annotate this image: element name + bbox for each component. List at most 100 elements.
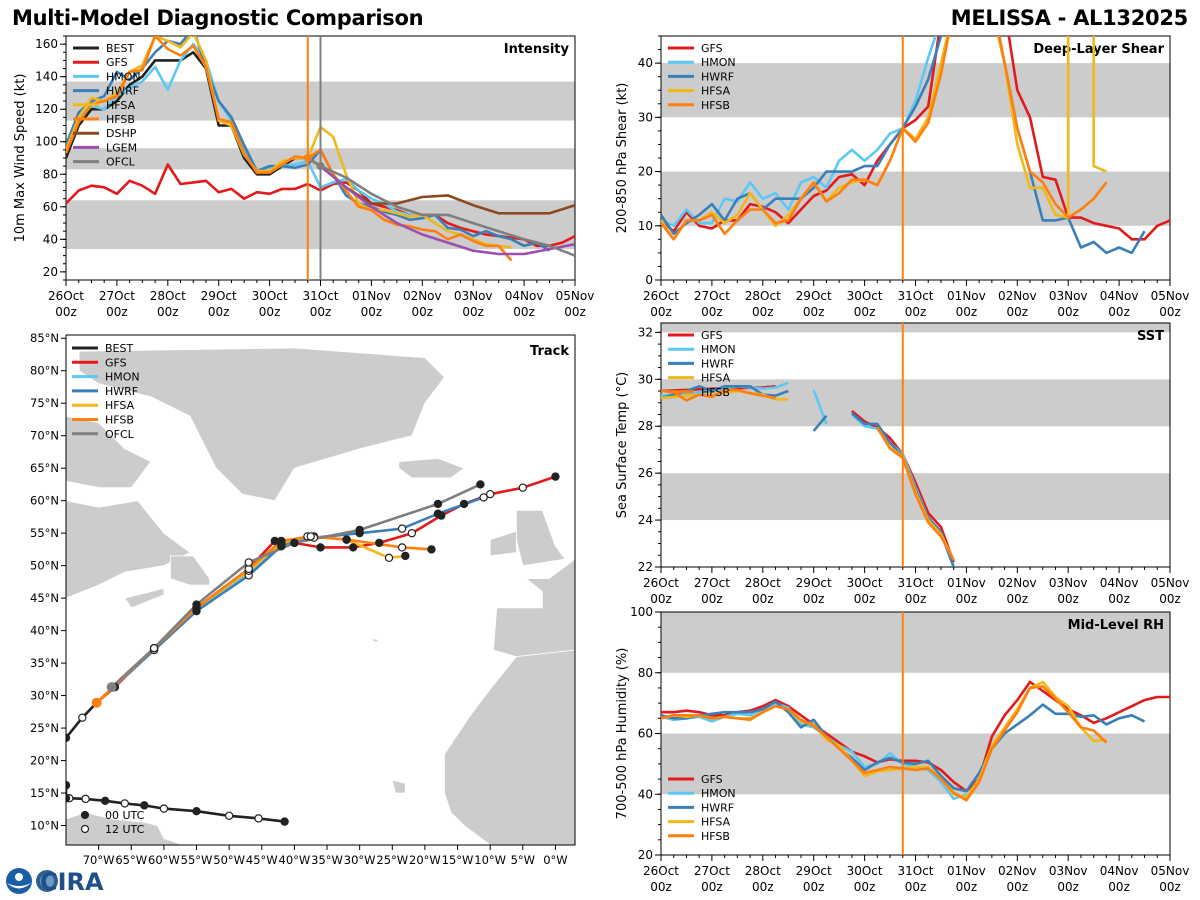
land-mass xyxy=(398,457,465,479)
y-tick-label: 70°N xyxy=(30,429,59,443)
x-tick-label: 00z xyxy=(1057,880,1079,894)
track-point-00utc xyxy=(459,499,469,509)
track-point-12utc xyxy=(306,532,315,541)
track-point-00utc xyxy=(551,472,560,481)
x-tick-label: 00z xyxy=(905,592,927,606)
cira-wordmark: CIRA xyxy=(40,868,104,896)
track-point-00utc xyxy=(100,796,110,806)
threshold-band xyxy=(661,323,1170,333)
y-tick-label: 40 xyxy=(638,56,653,70)
y-tick-label: 22 xyxy=(638,560,653,574)
series-group xyxy=(661,680,1170,802)
x-tick-label: 04Nov xyxy=(1100,289,1139,303)
init-position-marker xyxy=(91,697,102,708)
legend-label: OFCL xyxy=(106,156,136,169)
legend-label: HWRF xyxy=(106,85,139,98)
y-tick-label: 40°N xyxy=(30,624,59,638)
x-tick-label: 04Nov xyxy=(505,289,544,303)
x-tick-label: 00z xyxy=(208,305,230,319)
track-line-ofcl xyxy=(110,483,481,689)
x-tick-label: 00z xyxy=(650,305,672,319)
x-tick-label: 00z xyxy=(1007,305,1029,319)
x-tick-label: 00z xyxy=(650,592,672,606)
y-tick-label: 26 xyxy=(638,466,653,480)
x-tick-label: 04Nov xyxy=(1100,864,1139,878)
x-tick-label: 00z xyxy=(854,880,876,894)
track-point-00utc xyxy=(316,543,325,552)
track-point-00utc xyxy=(476,480,485,489)
x-tick-label: 00z xyxy=(752,880,774,894)
x-tick-label: 29Oct xyxy=(796,864,832,878)
land-mass xyxy=(369,638,381,643)
y-tick-label: 30 xyxy=(638,110,653,124)
legend-label: LGEM xyxy=(106,141,137,154)
track-point-00utc xyxy=(433,499,443,509)
track-point-12utc xyxy=(120,799,129,808)
land-mass xyxy=(66,812,184,845)
marker-legend-solid xyxy=(80,810,90,820)
x-tick-label: 30Oct xyxy=(847,864,883,878)
x-tick-label: 00z xyxy=(564,305,586,319)
track-point-00utc xyxy=(401,551,410,561)
x-tick-label: 00z xyxy=(1159,880,1181,894)
x-tick-label: 70°W xyxy=(83,853,115,867)
series-line-hfsb xyxy=(66,36,513,262)
x-tick-label: 28Oct xyxy=(745,576,781,590)
x-tick-label: 00z xyxy=(1057,305,1079,319)
y-tick-label: 40 xyxy=(638,787,653,801)
panel-title: Mid-Level RH xyxy=(1068,618,1164,633)
y-axis-label: Sea Surface Temp (°C) xyxy=(615,372,630,519)
marker-legend-label: 12 UTC xyxy=(105,823,145,836)
series-line-lgem xyxy=(319,165,575,256)
threshold-band xyxy=(661,612,1170,673)
track-point-12utc xyxy=(384,553,394,563)
x-tick-label: 00z xyxy=(854,592,876,606)
x-tick-label: 00z xyxy=(1108,305,1130,319)
y-axis-label: 10m Max Wind Speed (kt) xyxy=(13,74,28,243)
x-tick-label: 00z xyxy=(1159,305,1181,319)
x-tick-label: 02Nov xyxy=(998,576,1037,590)
x-tick-label: 00z xyxy=(513,305,535,319)
x-tick-label: 60°W xyxy=(148,853,180,867)
series-line-hfsb xyxy=(876,426,955,561)
y-tick-label: 60 xyxy=(638,727,653,741)
marker-legend-label: 00 UTC xyxy=(105,809,145,822)
x-tick-label: 05Nov xyxy=(1151,864,1190,878)
land-mass xyxy=(492,487,575,658)
x-tick-label: 05Nov xyxy=(1151,289,1190,303)
y-tick-label: 20 xyxy=(43,265,58,279)
y-tick-label: 20°N xyxy=(30,754,59,768)
x-tick-label: 28Oct xyxy=(150,289,186,303)
cira-logo: CIRA xyxy=(4,866,114,896)
x-tick-label: 00z xyxy=(854,305,876,319)
x-tick-label: 00z xyxy=(361,305,383,319)
legend-label: HFSA xyxy=(701,372,731,385)
land-mass xyxy=(124,587,165,609)
x-tick-label: 31Oct xyxy=(302,289,338,303)
track-point-00utc xyxy=(192,807,201,816)
y-tick-label: 32 xyxy=(638,325,653,339)
y-tick-label: 60°N xyxy=(30,494,59,508)
x-tick-label: 00z xyxy=(956,880,978,894)
track-point-00utc xyxy=(192,600,201,609)
legend-label: HWRF xyxy=(701,801,734,814)
series-group xyxy=(661,36,1170,255)
track-point-00utc xyxy=(355,525,364,535)
x-tick-label: 02Nov xyxy=(998,289,1037,303)
series-line-hwrf xyxy=(812,414,828,432)
x-tick-label: 00z xyxy=(412,305,434,319)
y-tick-label: 15°N xyxy=(30,786,59,800)
land-mass xyxy=(66,500,191,599)
x-tick-label: 00z xyxy=(803,880,825,894)
legend-label: GFS xyxy=(701,329,723,342)
land-mass xyxy=(78,347,446,502)
series-line-gfs xyxy=(661,36,1170,241)
track-point-12utc xyxy=(397,524,407,533)
x-tick-label: 29Oct xyxy=(796,576,832,590)
track-point-12utc xyxy=(244,558,253,567)
x-tick-label: 26Oct xyxy=(48,289,84,303)
y-tick-label: 80°N xyxy=(30,364,59,378)
x-tick-label: 00z xyxy=(752,305,774,319)
x-tick-label: 00z xyxy=(803,305,825,319)
